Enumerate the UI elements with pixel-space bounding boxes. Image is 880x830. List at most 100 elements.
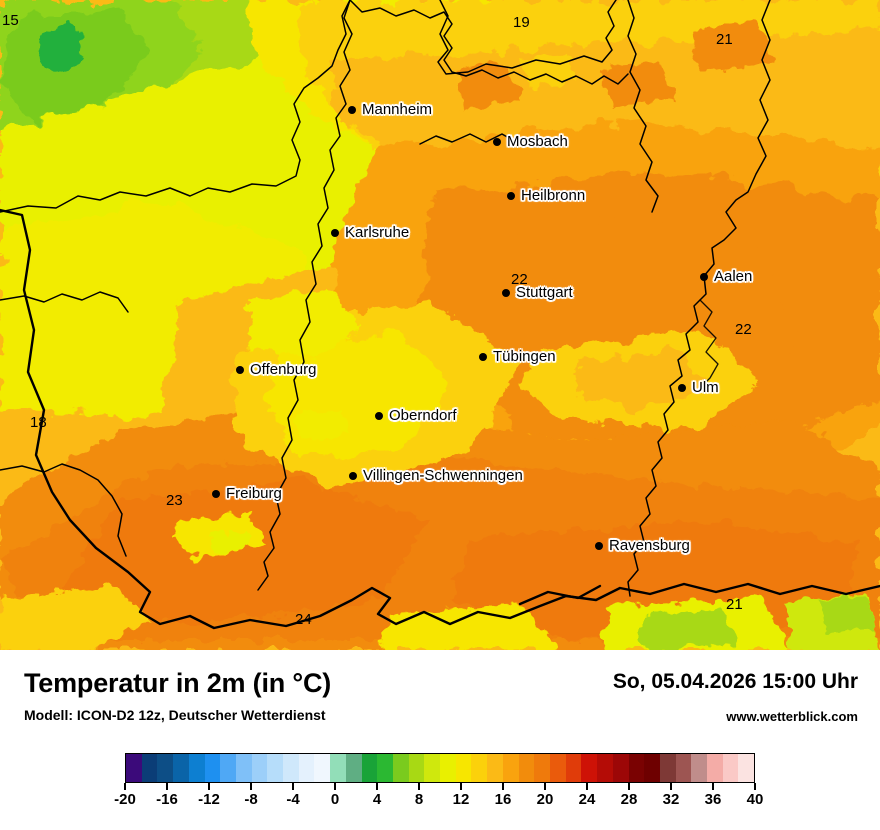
city-marker[interactable]: Freiburg [212, 485, 282, 502]
contour-label: 23 [166, 492, 183, 509]
colorbar-tick-label: 4 [372, 791, 382, 808]
colorbar-tick [334, 783, 336, 790]
city-marker[interactable]: Mosbach [493, 133, 568, 150]
city-dot [493, 137, 501, 146]
city-marker[interactable]: Ravensburg [595, 537, 690, 554]
colorbar-swatch [408, 754, 425, 782]
colorbar-tick-label: -20 [114, 791, 136, 808]
colorbar-swatch [738, 754, 755, 782]
colorbar-tick-label: 40 [746, 791, 764, 808]
colorbar-tick [166, 783, 168, 790]
colorbar-tick-label: 24 [578, 791, 596, 808]
city-label: Oberndorf [389, 407, 457, 424]
city-dot [375, 411, 383, 420]
colorbar-swatch [345, 754, 362, 782]
colorbar-tick-label: 20 [536, 791, 554, 808]
city-marker[interactable]: Ulm [678, 379, 719, 396]
city-dot [349, 471, 357, 480]
colorbar-swatch [235, 754, 252, 782]
colorbar-swatch [707, 754, 723, 782]
city-dot [502, 288, 510, 297]
colorbar-legend: -20 -16 -12 -8 -4 0 4 8 12 16 20 24 28 32 36 40 [0, 753, 880, 823]
colorbar-tick-label: 8 [414, 791, 424, 808]
footer-panel: Temperatur in 2m (in °C) Modell: ICON-D2… [0, 650, 880, 830]
contour-label: 15 [2, 12, 19, 29]
city-label: Freiburg [226, 485, 282, 502]
city-dot [700, 272, 708, 281]
colorbar-swatch [330, 754, 346, 782]
colorbar-swatch [126, 754, 142, 782]
colorbar-swatch [251, 754, 268, 782]
contour-label: 21 [716, 31, 733, 48]
colorbar-swatch [377, 754, 393, 782]
colorbar-swatch [502, 754, 519, 782]
colorbar-tick-label: -4 [286, 791, 300, 808]
colorbar-tick [208, 783, 210, 790]
city-dot [595, 541, 603, 550]
colorbar-tick [292, 783, 294, 790]
city-marker[interactable]: Aalen [700, 268, 752, 285]
colorbar-swatch [188, 754, 205, 782]
city-dot [507, 191, 515, 200]
city-marker[interactable]: Villingen-Schwenningen [349, 467, 523, 484]
colorbar-swatch [518, 754, 535, 782]
colorbar-swatch [644, 754, 660, 782]
valid-datetime: So, 05.04.2026 15:00 Uhr [612, 670, 858, 693]
colorbar-swatch [455, 754, 472, 782]
colorbar-swatch [565, 754, 582, 782]
colorbar-swatch [220, 754, 236, 782]
colorbar-tick-label: 32 [662, 791, 680, 808]
city-marker[interactable]: Heilbronn [507, 187, 585, 204]
city-marker[interactable]: Stuttgart [502, 284, 573, 301]
city-label: Heilbronn [521, 187, 586, 204]
city-dot [236, 365, 244, 374]
page-title: Temperatur in 2m (in °C) [24, 668, 332, 698]
colorbar-swatch [471, 754, 488, 782]
city-label: Tübingen [493, 348, 556, 365]
colorbar-tick-label: 36 [704, 791, 722, 808]
colorbar-tick [754, 783, 756, 790]
colorbar-swatch [612, 754, 629, 782]
colorbar-tick-labels: -20 -16 -12 -8 -4 0 4 8 12 16 20 24 28 32 36 40 [114, 791, 763, 815]
colorbar-tick-label: 0 [330, 791, 340, 808]
contour-label: 22 [511, 271, 528, 288]
colorbar-swatch [440, 754, 456, 782]
colorbar-swatch [487, 754, 503, 782]
city-marker[interactable]: Oberndorf [375, 407, 457, 424]
city-label: Stuttgart [516, 284, 573, 301]
city-label: Aalen [714, 268, 753, 285]
city-marker[interactable]: Mannheim [348, 101, 432, 118]
city-marker[interactable]: Tübingen [479, 348, 556, 365]
city-marker[interactable]: Offenburg [236, 361, 316, 378]
colorbar-swatch [628, 754, 645, 782]
colorbar-tick [670, 783, 672, 790]
city-dot [331, 228, 339, 237]
colorbar-swatches [125, 753, 755, 783]
contour-label: 18 [30, 414, 47, 431]
city-label: Ulm [692, 379, 719, 396]
colorbar-swatch [141, 754, 158, 782]
city-marker[interactable]: Karlsruhe [331, 224, 409, 241]
city-label: Offenburg [250, 361, 317, 378]
colorbar-tick [250, 783, 252, 790]
colorbar-tick [712, 783, 714, 790]
colorbar-swatch [392, 754, 409, 782]
colorbar-tick-label: -16 [156, 791, 178, 808]
colorbar-swatch [597, 754, 613, 782]
city-label: Ravensburg [609, 537, 690, 554]
city-dot [678, 383, 686, 392]
colorbar-swatch [424, 754, 441, 782]
colorbar-swatch [549, 754, 566, 782]
colorbar-swatch [581, 754, 598, 782]
colorbar-tick [124, 783, 126, 790]
colorbar-tick-label: 12 [452, 791, 470, 808]
city-label: Villingen-Schwenningen [363, 467, 523, 484]
colorbar-swatch [283, 754, 299, 782]
temperature-map[interactable]: Mannheim Mosbach Heilbronn Karlsruhe Aal… [0, 0, 880, 650]
colorbar-tick [376, 783, 378, 790]
city-dot [348, 105, 356, 114]
contour-label: 24 [295, 611, 312, 628]
colorbar-swatch [361, 754, 378, 782]
city-dot [212, 489, 220, 498]
